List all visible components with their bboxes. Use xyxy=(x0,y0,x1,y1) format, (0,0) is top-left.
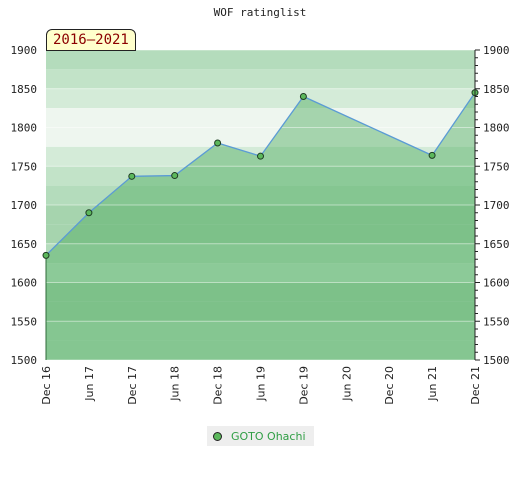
rating-area-fill xyxy=(46,92,475,360)
data-point-jun-17 xyxy=(85,209,93,217)
x-tick-label-jun-17: Jun 17 xyxy=(83,366,96,402)
chart-title: WOF ratinglist xyxy=(213,6,307,19)
x-tick-label-jun-18: Jun 18 xyxy=(169,366,182,402)
band-1850 xyxy=(46,88,475,109)
legend-label: GOTO Ohachi xyxy=(231,429,306,443)
y-tick-label-left-1600: 1600 xyxy=(11,277,38,290)
legend-marker-icon xyxy=(213,431,222,441)
y-tick-label-right-1550: 1550 xyxy=(483,315,510,328)
y-tick-label-right-1800: 1800 xyxy=(483,122,510,135)
data-point-jun-21 xyxy=(428,151,436,159)
rating-area xyxy=(46,92,475,360)
data-point-dec-19 xyxy=(299,93,307,100)
band-1875 xyxy=(46,69,475,89)
y-tick-label-left-1550: 1550 xyxy=(11,315,38,328)
band-1800 xyxy=(46,127,475,147)
period-badge: 2016–2021 xyxy=(46,29,136,51)
y-tick-label-right-1750: 1750 xyxy=(483,160,510,173)
band-1525 xyxy=(46,340,475,360)
y-tick-label-left-1850: 1850 xyxy=(11,83,38,96)
data-point-dec-17 xyxy=(128,172,136,180)
y-axis-right: 1500 1550 1600 1650 1700 1750 1800 1850 1900 xyxy=(474,44,510,367)
band-1825 xyxy=(46,108,475,128)
x-tick-label-dec-21: Dec 21 xyxy=(469,366,482,405)
x-tick-label-dec-17: Dec 17 xyxy=(126,366,139,405)
y-axis-left: 1500 1550 1600 1650 1700 1750 1800 1850 1900 xyxy=(11,44,38,367)
band-1900 xyxy=(46,50,475,70)
data-point-dec-16 xyxy=(42,251,50,259)
y-tick-label-right-1700: 1700 xyxy=(483,199,510,212)
x-tick-label-dec-20: Dec 20 xyxy=(383,366,396,405)
x-axis: Dec 16 Jun 17 Dec 17 Jun 18 Dec 18 Jun 19 Dec … xyxy=(40,366,482,405)
y-tick-label-right-1650: 1650 xyxy=(483,238,510,251)
x-tick-label-jun-21: Jun 21 xyxy=(426,366,439,402)
background-bands xyxy=(46,50,475,360)
y-tick-label-left-1900: 1900 xyxy=(11,44,38,57)
y-tick-label-left-1700: 1700 xyxy=(11,199,38,212)
x-tick-label-dec-16: Dec 16 xyxy=(40,366,53,405)
y-tick-label-left-1500: 1500 xyxy=(11,354,38,367)
band-1650 xyxy=(46,243,475,264)
band-1550 xyxy=(46,321,475,341)
y-tick-label-right-1600: 1600 xyxy=(483,277,510,290)
band-1675 xyxy=(46,224,475,244)
band-1750 xyxy=(46,166,475,186)
y-tick-label-left-1650: 1650 xyxy=(11,238,38,251)
y-tick-label-right-1850: 1850 xyxy=(483,83,510,96)
x-tick-label-dec-19: Dec 19 xyxy=(297,366,310,405)
y-tick-label-right-1500: 1500 xyxy=(483,354,510,367)
band-1600 xyxy=(46,282,475,302)
y-tick-label-right-1900: 1900 xyxy=(483,44,510,57)
band-1725 xyxy=(46,185,475,205)
band-1700 xyxy=(46,205,475,225)
data-point-jun-18 xyxy=(171,172,179,180)
data-point-dec-18 xyxy=(214,139,222,147)
data-point-jun-19 xyxy=(257,152,264,160)
x-tick-label-jun-20: Jun 20 xyxy=(340,366,353,402)
band-1575 xyxy=(46,301,475,322)
x-tick-label-jun-19: Jun 19 xyxy=(255,366,268,402)
legend[interactable]: GOTO Ohachi xyxy=(207,426,314,446)
band-1625 xyxy=(46,263,475,283)
x-tick-label-dec-18: Dec 18 xyxy=(212,366,225,405)
y-tick-label-left-1750: 1750 xyxy=(11,160,38,173)
y-tick-label-left-1800: 1800 xyxy=(11,122,38,135)
